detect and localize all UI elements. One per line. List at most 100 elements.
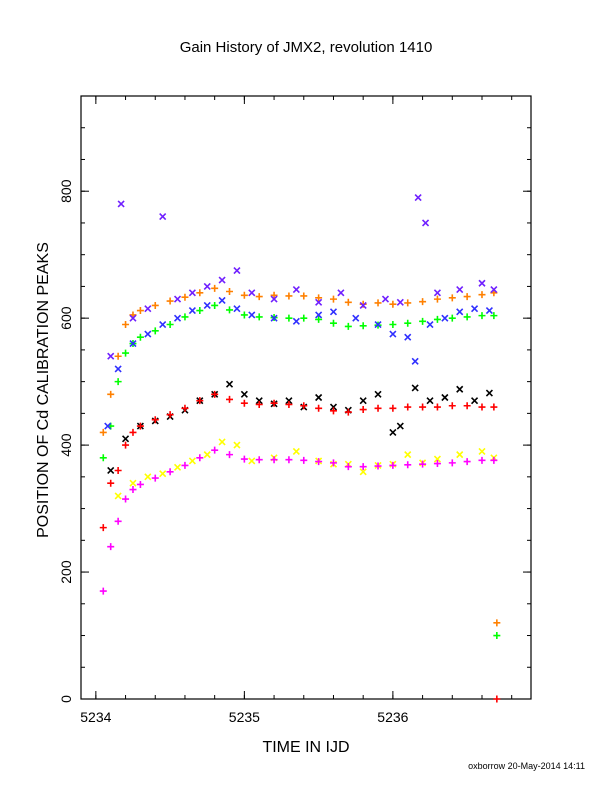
data-point — [233, 305, 241, 313]
data-point — [129, 314, 137, 322]
data-point — [433, 460, 441, 468]
data-point — [211, 446, 219, 454]
data-point — [433, 289, 442, 297]
data-point — [374, 404, 382, 412]
data-point — [490, 456, 498, 464]
data-point — [255, 293, 263, 301]
data-point — [181, 293, 189, 301]
data-point — [478, 403, 486, 411]
data-point — [114, 466, 122, 474]
series-4 — [107, 380, 493, 475]
data-point — [300, 456, 308, 464]
data-point — [315, 458, 323, 466]
series-8 — [493, 619, 501, 627]
data-point — [433, 295, 441, 303]
data-point — [493, 695, 501, 703]
footer-credit: oxborrow 20-May-2014 14:11 — [468, 761, 585, 771]
data-point — [337, 289, 345, 297]
x-tick-label: 5236 — [377, 709, 408, 725]
data-point — [129, 428, 137, 436]
data-point — [129, 486, 137, 494]
data-point — [448, 314, 456, 322]
data-point — [463, 313, 471, 321]
data-point — [490, 312, 498, 320]
data-point — [211, 284, 219, 292]
data-point — [166, 411, 174, 419]
data-point — [419, 317, 427, 325]
data-point — [374, 299, 382, 307]
data-point — [285, 400, 293, 408]
data-point — [173, 463, 182, 471]
data-point — [359, 468, 367, 476]
data-point — [114, 517, 122, 525]
data-point — [478, 291, 486, 299]
series-2 — [107, 193, 498, 360]
data-point — [470, 305, 479, 313]
data-point — [359, 397, 367, 405]
chart-title: Gain History of JMX2, revolution 1410 — [180, 39, 433, 56]
data-point — [292, 317, 300, 325]
x-tick-label: 5235 — [229, 709, 260, 725]
data-point — [411, 357, 419, 365]
data-point — [107, 390, 115, 398]
data-point — [136, 480, 144, 488]
data-point — [359, 463, 367, 471]
data-point — [188, 306, 196, 315]
data-point — [404, 461, 412, 469]
data-point — [122, 441, 130, 449]
data-point — [463, 293, 471, 301]
data-point — [285, 397, 293, 405]
data-point — [381, 295, 390, 303]
data-point — [329, 407, 337, 415]
data-point — [300, 314, 308, 322]
data-point — [404, 299, 412, 307]
data-point — [300, 402, 308, 410]
data-point — [419, 298, 427, 306]
data-point — [285, 292, 293, 300]
data-point — [136, 333, 144, 341]
data-point — [490, 403, 498, 411]
data-point — [211, 390, 219, 398]
data-point — [270, 295, 278, 303]
data-point — [121, 435, 130, 443]
data-point — [285, 314, 293, 322]
data-point — [426, 320, 434, 329]
data-point — [359, 322, 367, 330]
data-point — [226, 306, 234, 314]
data-point — [389, 300, 397, 308]
data-point — [181, 461, 189, 469]
data-point — [315, 404, 323, 412]
data-point — [114, 378, 122, 386]
data-point — [478, 447, 486, 456]
data-point — [122, 349, 130, 357]
data-point — [344, 463, 352, 471]
y-tick-label: 800 — [58, 179, 74, 203]
data-point — [196, 397, 204, 405]
data-point — [374, 320, 382, 329]
data-point — [240, 390, 248, 398]
data-point — [270, 456, 278, 464]
y-tick-label: 600 — [58, 306, 74, 330]
data-point — [136, 422, 144, 430]
data-point — [359, 406, 367, 414]
data-point — [159, 320, 167, 329]
data-point — [329, 308, 338, 316]
data-point — [255, 397, 263, 405]
data-point — [315, 298, 323, 306]
data-point — [240, 455, 248, 463]
data-point — [300, 292, 308, 300]
y-tick-label: 0 — [58, 695, 74, 703]
data-point — [292, 447, 300, 456]
data-point — [414, 193, 422, 202]
x-tick-label: 5234 — [80, 709, 111, 725]
data-point — [225, 380, 234, 388]
data-point — [196, 289, 204, 297]
data-point — [456, 286, 464, 294]
data-point — [441, 314, 449, 322]
data-point — [159, 213, 167, 221]
data-point — [129, 479, 137, 487]
data-point — [211, 301, 219, 309]
data-point — [404, 403, 412, 411]
y-axis-label: POSITION OF Cd CALIBRATION PEAKS — [35, 242, 52, 538]
